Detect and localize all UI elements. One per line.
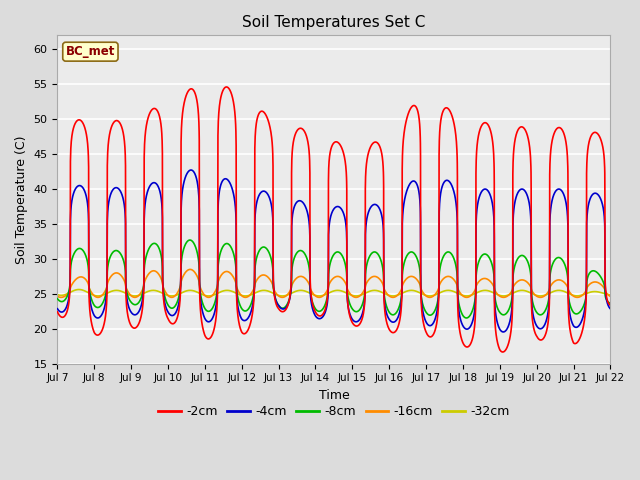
- Legend: -2cm, -4cm, -8cm, -16cm, -32cm: -2cm, -4cm, -8cm, -16cm, -32cm: [154, 400, 515, 423]
- Text: BC_met: BC_met: [66, 45, 115, 58]
- X-axis label: Time: Time: [319, 389, 349, 402]
- Title: Soil Temperatures Set C: Soil Temperatures Set C: [242, 15, 426, 30]
- Y-axis label: Soil Temperature (C): Soil Temperature (C): [15, 135, 28, 264]
